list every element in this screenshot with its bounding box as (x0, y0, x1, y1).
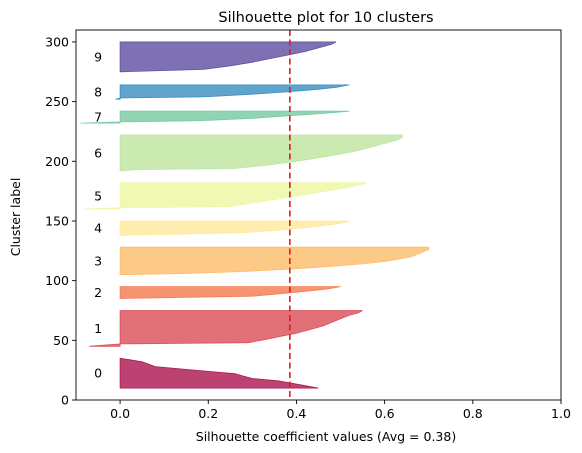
y-tick-label: 250 (45, 94, 69, 109)
x-axis-label: Silhouette coefficient values (Avg = 0.3… (196, 429, 456, 444)
y-axis: 0 50 100 150 200 250 300 (45, 34, 76, 408)
cluster-3-silhouette (119, 246, 430, 276)
y-tick-label: 50 (53, 333, 69, 348)
x-tick-label: 0.2 (198, 406, 218, 421)
x-tick-label: 0.4 (287, 406, 307, 421)
y-tick-label: 0 (61, 393, 69, 408)
x-tick-label: 1.0 (551, 406, 571, 421)
y-tick-label: 150 (45, 213, 69, 228)
cluster-9-silhouette (119, 41, 337, 73)
y-axis-label: Cluster label (8, 178, 23, 257)
x-tick-label: 0.0 (110, 406, 130, 421)
cluster-6-label: 6 (94, 145, 102, 160)
cluster-7-label: 7 (94, 110, 102, 125)
y-tick-label: 200 (45, 154, 69, 169)
cluster-8-label: 8 (94, 85, 102, 100)
cluster-1-label: 1 (94, 321, 102, 336)
cluster-3-label: 3 (94, 253, 102, 268)
y-tick-label: 300 (45, 34, 69, 49)
x-tick-label: 0.6 (375, 406, 395, 421)
cluster-8-silhouette (115, 84, 350, 100)
cluster-7-silhouette (80, 110, 350, 124)
cluster-4-label: 4 (94, 221, 102, 236)
cluster-9-label: 9 (94, 49, 102, 64)
plot-frame (75, 29, 562, 401)
plot-area: 0 1 2 3 4 5 6 7 8 9 (75, 29, 562, 401)
cluster-0-label: 0 (94, 366, 102, 381)
y-tick-label: 100 (45, 273, 69, 288)
x-tick-label: 0.8 (463, 406, 483, 421)
cluster-0-silhouette (119, 357, 319, 389)
x-axis: 0.0 0.2 0.4 0.6 0.8 1.0 (110, 400, 571, 421)
cluster-1-silhouette (89, 310, 363, 347)
cluster-5-label: 5 (94, 188, 102, 203)
cluster-5-silhouette (84, 182, 368, 210)
cluster-2-label: 2 (94, 285, 102, 300)
cluster-4-silhouette (119, 220, 350, 236)
chart-title: Silhouette plot for 10 clusters (218, 10, 433, 26)
cluster-2-silhouette (119, 286, 341, 299)
cluster-6-silhouette (119, 134, 403, 172)
